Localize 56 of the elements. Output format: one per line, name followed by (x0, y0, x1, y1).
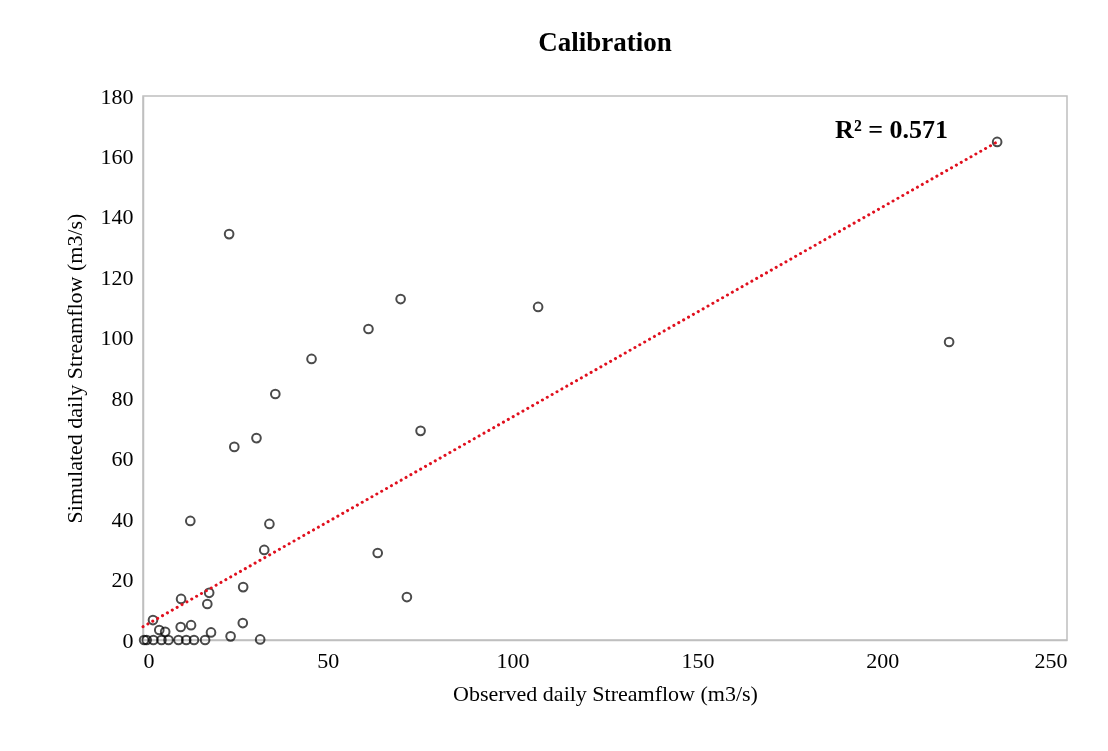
point (188, 634, 200, 646)
point (147, 614, 159, 626)
point (159, 626, 171, 638)
point (395, 293, 406, 305)
point (251, 432, 262, 444)
point (173, 634, 184, 646)
point (156, 634, 167, 646)
x-tick-label: 200 (866, 647, 900, 673)
y-axis-title: Simulated daily Streamflow (m3/s) (61, 213, 87, 524)
point (372, 547, 384, 559)
y-tick-label: 40 (111, 506, 134, 532)
point (223, 228, 235, 240)
point (180, 634, 192, 646)
x-tick-label: 250 (1034, 647, 1068, 673)
y-tick-label: 180 (100, 83, 134, 109)
point (185, 619, 197, 631)
x-tick-label: 0 (143, 647, 155, 673)
point (163, 634, 174, 646)
point (237, 617, 249, 629)
point (153, 624, 165, 636)
point (258, 544, 270, 556)
y-tick-label: 60 (111, 446, 134, 472)
point (991, 136, 1003, 148)
y-tick-label: 80 (111, 385, 134, 411)
point (148, 634, 159, 646)
y-tick-label: 100 (100, 325, 134, 351)
point (254, 634, 266, 645)
y-tick-label: 140 (100, 204, 134, 230)
point (199, 634, 211, 646)
point (415, 425, 426, 437)
point (203, 587, 215, 599)
point (175, 621, 187, 633)
point (532, 301, 544, 313)
point (269, 388, 281, 400)
annotation: R² = 0.571 (835, 115, 948, 144)
point (237, 581, 249, 593)
point (943, 336, 955, 348)
x-tick-label: 100 (496, 647, 530, 673)
x-axis-title: Observed daily Streamflow (m3/s) (453, 680, 758, 706)
point (225, 631, 236, 642)
y-tick-label: 0 (122, 627, 134, 653)
point (228, 441, 240, 453)
point (175, 593, 187, 605)
point (201, 598, 213, 610)
chart-title: Calibration (538, 27, 672, 57)
point (264, 518, 275, 530)
point (184, 515, 196, 527)
y-tick-label: 20 (111, 567, 134, 593)
y-tick-label: 120 (100, 264, 134, 290)
point (205, 627, 217, 638)
x-tick-label: 50 (317, 647, 340, 673)
x-tick-label: 150 (681, 647, 715, 673)
y-tick-label: 160 (100, 143, 134, 169)
point (306, 353, 317, 365)
point (363, 323, 374, 335)
point (401, 591, 413, 603)
